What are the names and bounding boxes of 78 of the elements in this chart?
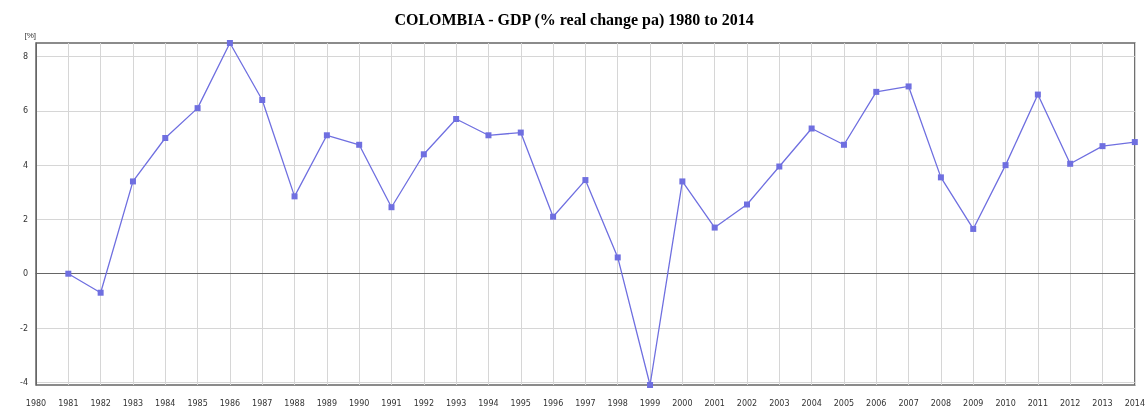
- point: [905, 83, 912, 90]
- x-tick-label: 2008: [930, 398, 952, 408]
- x-tick-label: 1996: [542, 398, 564, 408]
- x-tick-label: 1997: [575, 398, 596, 408]
- chart-title: COLOMBIA - GDP (% real change pa) 1980 to 2014: [394, 10, 754, 29]
- point: [356, 141, 363, 148]
- point: [323, 132, 330, 139]
- x-tick-label: 1990: [349, 398, 370, 408]
- x-tick-label: 2010: [995, 398, 1016, 408]
- x-tick-label: 1980: [25, 398, 47, 408]
- y-axis-title: [%]: [24, 30, 36, 40]
- point: [194, 105, 201, 112]
- x-tick-label: 1987: [252, 398, 273, 408]
- x-tick-label: 1995: [510, 398, 531, 408]
- x-tick-label: 1994: [478, 398, 499, 408]
- x-tick-label: 2004: [801, 398, 822, 408]
- point: [679, 178, 686, 185]
- point: [453, 116, 460, 122]
- x-tick-label: 1985: [187, 398, 208, 408]
- x-tick-label: 2009: [963, 398, 984, 408]
- x-tick-label: 2013: [1092, 398, 1113, 408]
- x-tick-label: 2005: [833, 398, 855, 408]
- point: [808, 125, 815, 132]
- y-tick-label: 8: [22, 52, 28, 62]
- point: [1131, 139, 1138, 146]
- point: [582, 177, 589, 184]
- x-tick-label: 1989: [316, 398, 338, 408]
- point: [1034, 91, 1041, 98]
- point: [485, 132, 492, 139]
- y-tick-label: 4: [22, 160, 28, 170]
- x-tick-label: 1982: [90, 398, 111, 408]
- point: [259, 97, 266, 103]
- point: [647, 382, 654, 388]
- x-tick-label: 2006: [866, 398, 887, 408]
- point: [65, 270, 72, 277]
- x-tick-label: 1993: [445, 398, 467, 408]
- x-tick-label: 1998: [607, 398, 628, 408]
- x-tick-label: 2000: [672, 398, 693, 408]
- point: [614, 254, 621, 261]
- point: [1099, 143, 1106, 150]
- x-tick-label: 1983: [122, 398, 144, 408]
- x-tick-label: 1999: [639, 398, 661, 408]
- point: [840, 141, 847, 148]
- point: [291, 193, 298, 200]
- y-tick-label: 6: [22, 106, 28, 116]
- point: [1067, 160, 1074, 167]
- x-tick-label: 2002: [736, 398, 758, 408]
- x-tick-label: 2012: [1060, 398, 1081, 408]
- x-tick-label: 1984: [155, 398, 176, 408]
- point: [517, 129, 524, 136]
- point: [388, 204, 395, 211]
- y-tick-label: 0: [22, 269, 28, 279]
- x-tick-label: 1988: [284, 398, 305, 408]
- x-tick-label: 2003: [769, 398, 790, 408]
- x-tick-label: 2007: [898, 398, 919, 408]
- x-tick-label: 1992: [413, 398, 434, 408]
- point: [550, 213, 557, 220]
- point: [711, 224, 718, 231]
- point: [162, 135, 169, 141]
- point: [420, 151, 427, 158]
- x-tick-label: 2011: [1027, 398, 1049, 408]
- point: [776, 163, 783, 170]
- y-tick-label: -2: [20, 323, 28, 333]
- point: [744, 201, 750, 208]
- point: [970, 225, 977, 232]
- point: [97, 289, 104, 296]
- point: [1002, 162, 1009, 169]
- point: [937, 174, 944, 181]
- x-tick-label: 2001: [704, 398, 725, 408]
- x-tick-label: 1981: [58, 398, 79, 408]
- x-tick-label: 1991: [381, 398, 402, 408]
- point: [226, 40, 233, 46]
- point: [873, 88, 880, 95]
- y-tick-label: 2: [22, 214, 28, 224]
- x-tick-label: 2014: [1124, 398, 1145, 408]
- point: [129, 178, 136, 185]
- x-tick-label: 1986: [219, 398, 241, 408]
- y-tick-label: -4: [20, 377, 28, 387]
